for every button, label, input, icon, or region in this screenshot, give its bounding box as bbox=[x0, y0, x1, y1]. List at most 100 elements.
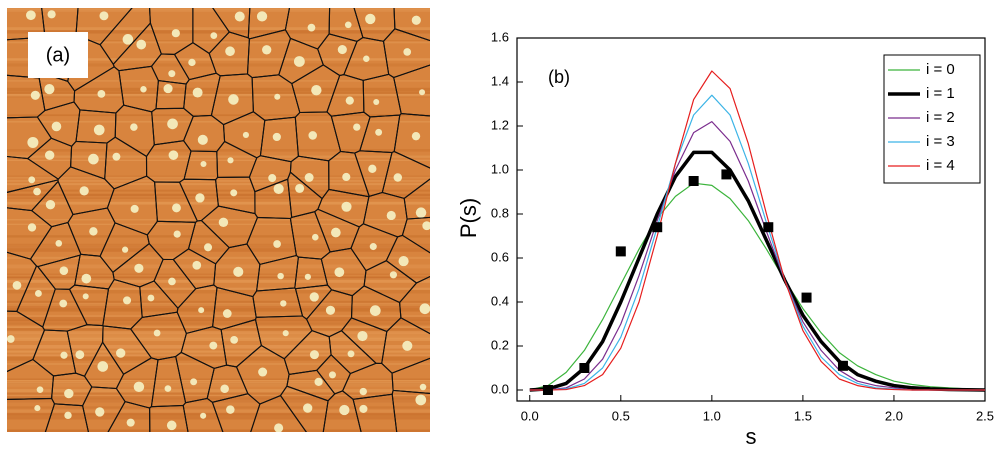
data-point bbox=[652, 222, 663, 233]
island bbox=[262, 45, 272, 55]
data-point bbox=[688, 176, 699, 186]
streak bbox=[7, 352, 430, 355]
island bbox=[60, 351, 68, 359]
island bbox=[363, 55, 370, 63]
streak bbox=[7, 281, 430, 283]
voronoi-cell bbox=[393, 113, 430, 169]
data-point bbox=[542, 385, 553, 395]
island bbox=[173, 230, 181, 238]
island bbox=[218, 217, 229, 228]
island bbox=[89, 227, 98, 236]
island bbox=[171, 29, 180, 38]
island bbox=[272, 132, 281, 142]
island bbox=[314, 377, 323, 386]
streak bbox=[7, 289, 430, 294]
island bbox=[147, 294, 155, 302]
island bbox=[419, 89, 426, 96]
afm-image bbox=[7, 8, 430, 432]
island bbox=[168, 70, 176, 78]
island bbox=[59, 266, 69, 275]
island bbox=[168, 150, 179, 160]
island bbox=[168, 277, 176, 286]
series-line bbox=[529, 70, 985, 391]
x-tick-label: 1.0 bbox=[703, 408, 721, 423]
voronoi-cell bbox=[381, 150, 430, 200]
data-point bbox=[615, 246, 626, 257]
streak bbox=[7, 317, 430, 321]
legend-label: i = 4 bbox=[926, 157, 955, 174]
island bbox=[411, 131, 421, 141]
island bbox=[153, 329, 161, 337]
streak bbox=[7, 300, 430, 304]
island bbox=[12, 280, 22, 290]
y-tick-label: 0.4 bbox=[491, 293, 509, 308]
island bbox=[357, 330, 368, 342]
island bbox=[375, 128, 383, 136]
island bbox=[123, 296, 132, 305]
island bbox=[75, 350, 85, 360]
streak bbox=[7, 314, 430, 319]
island bbox=[95, 407, 105, 417]
island bbox=[172, 203, 181, 213]
island bbox=[220, 384, 229, 394]
island bbox=[227, 157, 234, 164]
streak bbox=[7, 183, 430, 185]
island bbox=[28, 176, 36, 184]
island bbox=[59, 299, 68, 308]
streak bbox=[7, 246, 430, 249]
island bbox=[307, 23, 316, 32]
streak bbox=[7, 392, 430, 395]
streak bbox=[7, 344, 430, 349]
x-tick-label: 1.5 bbox=[794, 408, 812, 423]
streak bbox=[7, 175, 430, 178]
streak bbox=[7, 350, 430, 355]
island bbox=[353, 123, 361, 131]
island bbox=[303, 403, 313, 413]
voronoi-cell bbox=[399, 275, 430, 335]
streak bbox=[7, 380, 430, 382]
streak bbox=[7, 273, 430, 275]
island bbox=[226, 405, 235, 414]
streak bbox=[7, 356, 430, 361]
legend-label: i = 2 bbox=[926, 109, 955, 126]
island bbox=[403, 48, 412, 56]
legend-label: i = 3 bbox=[926, 133, 955, 150]
island bbox=[134, 263, 144, 273]
streak bbox=[7, 409, 430, 413]
island bbox=[393, 173, 403, 182]
streak bbox=[7, 8, 430, 10]
island bbox=[188, 58, 196, 67]
island bbox=[359, 387, 367, 396]
voronoi-cell bbox=[385, 234, 430, 284]
island bbox=[27, 223, 37, 232]
streak bbox=[7, 264, 430, 269]
island bbox=[365, 13, 376, 25]
island bbox=[334, 267, 345, 278]
chart: 0.0 0.5 1.0 1.5 2.0 2.5 0.0 0.2 0.4 0.6 0.8 1.0 1.2 1… bbox=[456, 29, 994, 448]
streak bbox=[7, 189, 430, 192]
streak bbox=[7, 155, 430, 158]
streak bbox=[7, 92, 430, 95]
streak bbox=[7, 416, 430, 420]
island bbox=[273, 183, 284, 194]
island bbox=[47, 10, 56, 19]
streak bbox=[7, 179, 430, 182]
island bbox=[81, 273, 92, 284]
island bbox=[200, 412, 207, 419]
island bbox=[88, 153, 99, 165]
island bbox=[97, 361, 109, 372]
island bbox=[222, 309, 232, 318]
x-tick-label: 0.5 bbox=[612, 408, 630, 423]
island bbox=[268, 174, 277, 183]
image-label: (a) bbox=[46, 44, 70, 66]
island bbox=[342, 172, 351, 182]
x-tick-label: 2.5 bbox=[976, 408, 994, 423]
island bbox=[373, 98, 380, 105]
streak bbox=[7, 303, 430, 306]
island bbox=[398, 256, 409, 267]
island bbox=[368, 164, 377, 173]
streak bbox=[7, 245, 430, 249]
streak bbox=[7, 412, 430, 416]
streak bbox=[7, 406, 430, 409]
island bbox=[415, 394, 427, 406]
